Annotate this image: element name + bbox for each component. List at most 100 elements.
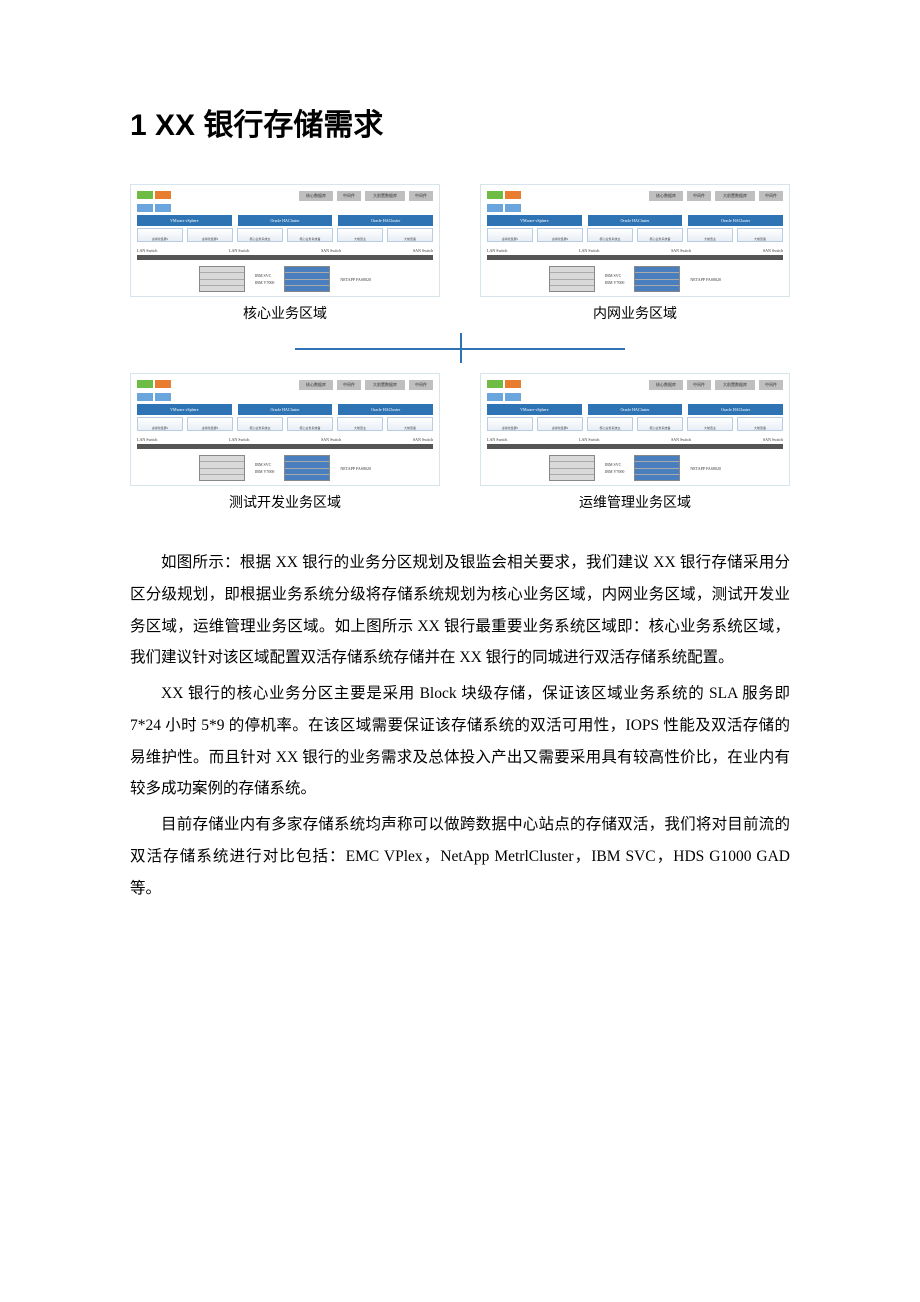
body-paragraph: 如图所示：根据 XX 银行的业务分区规划及银监会相关要求，我们建议 XX 银行存…	[130, 547, 790, 674]
storage-label: NETAPP FAS8020	[340, 277, 371, 282]
server-box: 核心业务系统备	[637, 228, 683, 242]
storage-box	[549, 455, 595, 481]
storage-box	[199, 266, 245, 292]
switch-label: LAN Switch	[579, 437, 599, 442]
server-box: 大前置备	[737, 417, 783, 431]
switch-label: LAN Switch	[137, 248, 157, 253]
server-box: 核心业务系统主	[587, 417, 633, 431]
cluster-label: VMware vSphere	[487, 215, 582, 226]
storage-label: IBM V7000	[255, 469, 274, 474]
mw-label: 中间件	[409, 380, 433, 390]
storage-box	[284, 266, 330, 292]
vm-color-blocks	[137, 191, 171, 199]
diagram-quadrant: 核心数据库 中间件 大前置数据库 中间件 VMware vSphere Orac…	[480, 184, 790, 323]
server-box: 大前置主	[687, 417, 733, 431]
server-box: 大前置备	[387, 228, 433, 242]
switch-label: SAN Switch	[671, 248, 691, 253]
storage-label: IBM SVC	[605, 462, 624, 467]
connector-line	[130, 333, 790, 363]
db-label: 大前置数据库	[365, 191, 405, 201]
switch-label: SAN Switch	[321, 248, 341, 253]
cluster-label: Oracle HACluster	[588, 404, 683, 415]
db-label: 核心数据库	[649, 380, 683, 390]
server-box: 大前置主	[337, 417, 383, 431]
body-paragraph: 目前存储业内有多家存储系统均声称可以做跨数据中心站点的存储双活，我们将对目前流的…	[130, 809, 790, 904]
mw-label: 中间件	[337, 191, 361, 201]
mw-label: 中间件	[337, 380, 361, 390]
switch-label: SAN Switch	[321, 437, 341, 442]
storage-label: NETAPP FAS8020	[690, 466, 721, 471]
cluster-label: Oracle HACluster	[688, 404, 783, 415]
cluster-label: VMware vSphere	[137, 404, 232, 415]
switch-label: LAN Switch	[487, 248, 507, 253]
diagram-quadrant: 核心数据库 中间件 大前置数据库 中间件 VMware vSphere Orac…	[130, 184, 440, 323]
cluster-label: Oracle HACluster	[688, 215, 783, 226]
cluster-label: Oracle HACluster	[238, 404, 333, 415]
cluster-label: Oracle HACluster	[238, 215, 333, 226]
cluster-label: VMware vSphere	[487, 404, 582, 415]
storage-box	[634, 455, 680, 481]
body-paragraph: XX 银行的核心业务分区主要是采用 Block 块级存储，保证该区域业务系统的 …	[130, 678, 790, 805]
server-box: 虚拟化集群2	[187, 228, 233, 242]
cluster-label: VMware vSphere	[137, 215, 232, 226]
storage-label: IBM SVC	[255, 273, 274, 278]
server-box: 大前置主	[687, 228, 733, 242]
db-label: 核心数据库	[649, 191, 683, 201]
storage-label: IBM SVC	[255, 462, 274, 467]
server-box: 核心业务系统备	[637, 417, 683, 431]
storage-box	[199, 455, 245, 481]
storage-label: IBM V7000	[605, 280, 624, 285]
mw-label: 中间件	[687, 380, 711, 390]
server-box: 虚拟化集群2	[537, 228, 583, 242]
diagram-quadrant: 核心数据库 中间件 大前置数据库 中间件 VMware vSphere Orac…	[480, 373, 790, 512]
cluster-label: Oracle HACluster	[588, 215, 683, 226]
switch-label: SAN Switch	[763, 248, 783, 253]
quadrant-caption: 测试开发业务区域	[130, 492, 440, 512]
storage-label: NETAPP FAS8020	[690, 277, 721, 282]
db-label: 大前置数据库	[715, 380, 755, 390]
server-box: 核心业务系统备	[287, 228, 333, 242]
switch-label: SAN Switch	[671, 437, 691, 442]
cluster-label: Oracle HACluster	[338, 215, 433, 226]
server-box: 虚拟化集群2	[537, 417, 583, 431]
server-box: 虚拟化集群2	[187, 417, 233, 431]
db-label: 大前置数据库	[715, 191, 755, 201]
switch-label: LAN Switch	[229, 248, 249, 253]
storage-label: IBM V7000	[255, 280, 274, 285]
server-box: 核心业务系统主	[587, 228, 633, 242]
cluster-label: Oracle HACluster	[338, 404, 433, 415]
server-box: 大前置主	[337, 228, 383, 242]
switch-label: SAN Switch	[763, 437, 783, 442]
quadrant-caption: 核心业务区域	[130, 303, 440, 323]
server-box: 核心业务系统主	[237, 417, 283, 431]
storage-label: NETAPP FAS8020	[340, 466, 371, 471]
server-box: 核心业务系统主	[237, 228, 283, 242]
quadrant-caption: 内网业务区域	[480, 303, 790, 323]
server-box: 虚拟化集群1	[487, 417, 533, 431]
storage-box	[634, 266, 680, 292]
mw-label: 中间件	[409, 191, 433, 201]
switch-label: SAN Switch	[413, 248, 433, 253]
db-label: 大前置数据库	[365, 380, 405, 390]
page-title: 1 XX 银行存储需求	[130, 100, 790, 144]
storage-label: IBM SVC	[605, 273, 624, 278]
switch-label: LAN Switch	[137, 437, 157, 442]
server-box: 核心业务系统备	[287, 417, 333, 431]
db-label: 核心数据库	[299, 380, 333, 390]
server-box: 虚拟化集群1	[137, 228, 183, 242]
mw-label: 中间件	[759, 191, 783, 201]
quadrant-caption: 运维管理业务区域	[480, 492, 790, 512]
switch-label: LAN Switch	[579, 248, 599, 253]
switch-label: LAN Switch	[229, 437, 249, 442]
mw-label: 中间件	[759, 380, 783, 390]
storage-label: IBM V7000	[605, 469, 624, 474]
diagram-quadrant: 核心数据库 中间件 大前置数据库 中间件 VMware vSphere Orac…	[130, 373, 440, 512]
mw-label: 中间件	[687, 191, 711, 201]
db-label: 核心数据库	[299, 191, 333, 201]
storage-box	[284, 455, 330, 481]
architecture-diagram: 核心数据库 中间件 大前置数据库 中间件 VMware vSphere Orac…	[130, 184, 790, 512]
server-box: 虚拟化集群1	[487, 228, 533, 242]
server-box: 大前置备	[387, 417, 433, 431]
server-box: 大前置备	[737, 228, 783, 242]
switch-label: SAN Switch	[413, 437, 433, 442]
